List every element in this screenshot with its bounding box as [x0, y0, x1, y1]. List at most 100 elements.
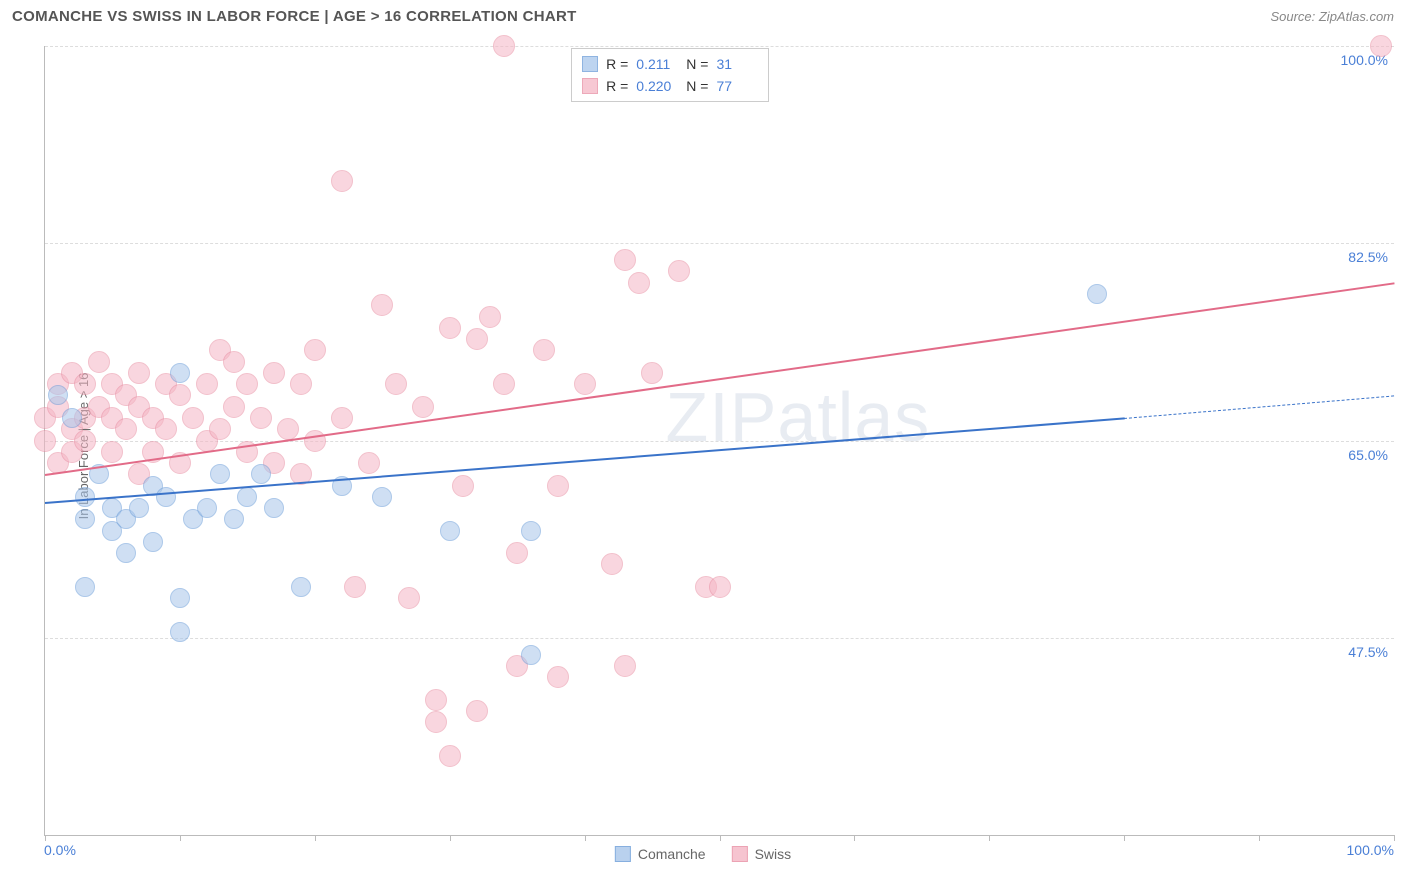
- swiss-point: [304, 430, 326, 452]
- x-tick: [45, 835, 46, 841]
- swiss-point: [425, 711, 447, 733]
- swiss-point: [425, 689, 447, 711]
- swiss-point: [115, 418, 137, 440]
- swiss-point: [493, 35, 515, 57]
- swiss-point: [412, 396, 434, 418]
- gridline: [45, 638, 1394, 639]
- comanche-point: [75, 577, 95, 597]
- x-tick: [1259, 835, 1260, 841]
- stat-n-value: 77: [716, 78, 758, 94]
- legend-label: Comanche: [638, 846, 706, 862]
- x-tick: [989, 835, 990, 841]
- x-tick: [720, 835, 721, 841]
- swiss-point: [614, 655, 636, 677]
- comanche-point: [170, 622, 190, 642]
- swiss-point: [236, 373, 258, 395]
- swiss-point: [209, 418, 231, 440]
- legend-item-comanche: Comanche: [615, 846, 706, 862]
- source-label: Source: ZipAtlas.com: [1270, 9, 1394, 24]
- comanche-point: [521, 521, 541, 541]
- x-axis-max-label: 100.0%: [1347, 842, 1394, 858]
- swiss-point: [466, 328, 488, 350]
- swiss-point: [479, 306, 501, 328]
- swiss-point: [385, 373, 407, 395]
- swiss-point: [277, 418, 299, 440]
- chart-title: COMANCHE VS SWISS IN LABOR FORCE | AGE >…: [12, 8, 577, 25]
- swiss-point: [493, 373, 515, 395]
- swiss-point: [196, 373, 218, 395]
- swiss-point: [533, 339, 555, 361]
- y-tick-label: 65.0%: [1348, 447, 1388, 463]
- swiss-point: [263, 362, 285, 384]
- stat-r-label: R =: [606, 78, 628, 94]
- swiss-point: [398, 587, 420, 609]
- x-tick: [585, 835, 586, 841]
- comanche-point: [372, 487, 392, 507]
- trendline-extrapolated: [1124, 395, 1394, 419]
- chart-plot-area: ZIPatlas R =0.211N =31R =0.220N =77 47.5…: [44, 46, 1394, 836]
- swiss-point: [547, 475, 569, 497]
- swiss-point: [74, 373, 96, 395]
- legend-label: Swiss: [755, 846, 792, 862]
- comanche-point: [129, 498, 149, 518]
- comanche-point: [197, 498, 217, 518]
- watermark: ZIPatlas: [666, 377, 931, 457]
- x-axis-min-label: 0.0%: [44, 842, 76, 858]
- swiss-point: [574, 373, 596, 395]
- swiss-point: [506, 542, 528, 564]
- swiss-point: [668, 260, 690, 282]
- comanche-point: [210, 464, 230, 484]
- stats-row-comanche: R =0.211N =31: [582, 53, 758, 75]
- stat-r-value: 0.211: [636, 56, 678, 72]
- swiss-point: [331, 170, 353, 192]
- stats-row-swiss: R =0.220N =77: [582, 75, 758, 97]
- comanche-point: [156, 487, 176, 507]
- series-legend: Comanche Swiss: [615, 846, 791, 862]
- swiss-point: [1370, 35, 1392, 57]
- x-tick: [1394, 835, 1395, 841]
- swiss-point: [101, 441, 123, 463]
- swiss-point: [182, 407, 204, 429]
- gridline: [45, 243, 1394, 244]
- comanche-point: [75, 509, 95, 529]
- y-tick-label: 47.5%: [1348, 644, 1388, 660]
- legend-item-swiss: Swiss: [732, 846, 792, 862]
- x-tick: [315, 835, 316, 841]
- stat-n-label: N =: [686, 78, 708, 94]
- comanche-point: [143, 532, 163, 552]
- correlation-stats-box: R =0.211N =31R =0.220N =77: [571, 48, 769, 102]
- x-tick: [180, 835, 181, 841]
- comanche-point: [116, 543, 136, 563]
- comanche-point: [224, 509, 244, 529]
- swiss-point: [547, 666, 569, 688]
- x-tick: [1124, 835, 1125, 841]
- swiss-point: [169, 384, 191, 406]
- swiss-point: [88, 351, 110, 373]
- stat-n-value: 31: [716, 56, 758, 72]
- gridline: [45, 46, 1394, 47]
- x-tick: [854, 835, 855, 841]
- comanche-point: [62, 408, 82, 428]
- swiss-point: [290, 373, 312, 395]
- comanche-point: [251, 464, 271, 484]
- swiss-point: [223, 396, 245, 418]
- comanche-point: [521, 645, 541, 665]
- comanche-point: [48, 385, 68, 405]
- swiss-point: [628, 272, 650, 294]
- swiss-point: [358, 452, 380, 474]
- swiss-point: [331, 407, 353, 429]
- comanche-point: [237, 487, 257, 507]
- swiss-point: [344, 576, 366, 598]
- swiss-point: [155, 418, 177, 440]
- legend-swatch: [582, 78, 598, 94]
- comanche-point: [264, 498, 284, 518]
- swiss-point: [128, 362, 150, 384]
- comanche-point: [75, 487, 95, 507]
- x-tick: [450, 835, 451, 841]
- swiss-point: [614, 249, 636, 271]
- swiss-point: [439, 317, 461, 339]
- swiss-point: [466, 700, 488, 722]
- comanche-point: [170, 363, 190, 383]
- swiss-point: [371, 294, 393, 316]
- swiss-point: [709, 576, 731, 598]
